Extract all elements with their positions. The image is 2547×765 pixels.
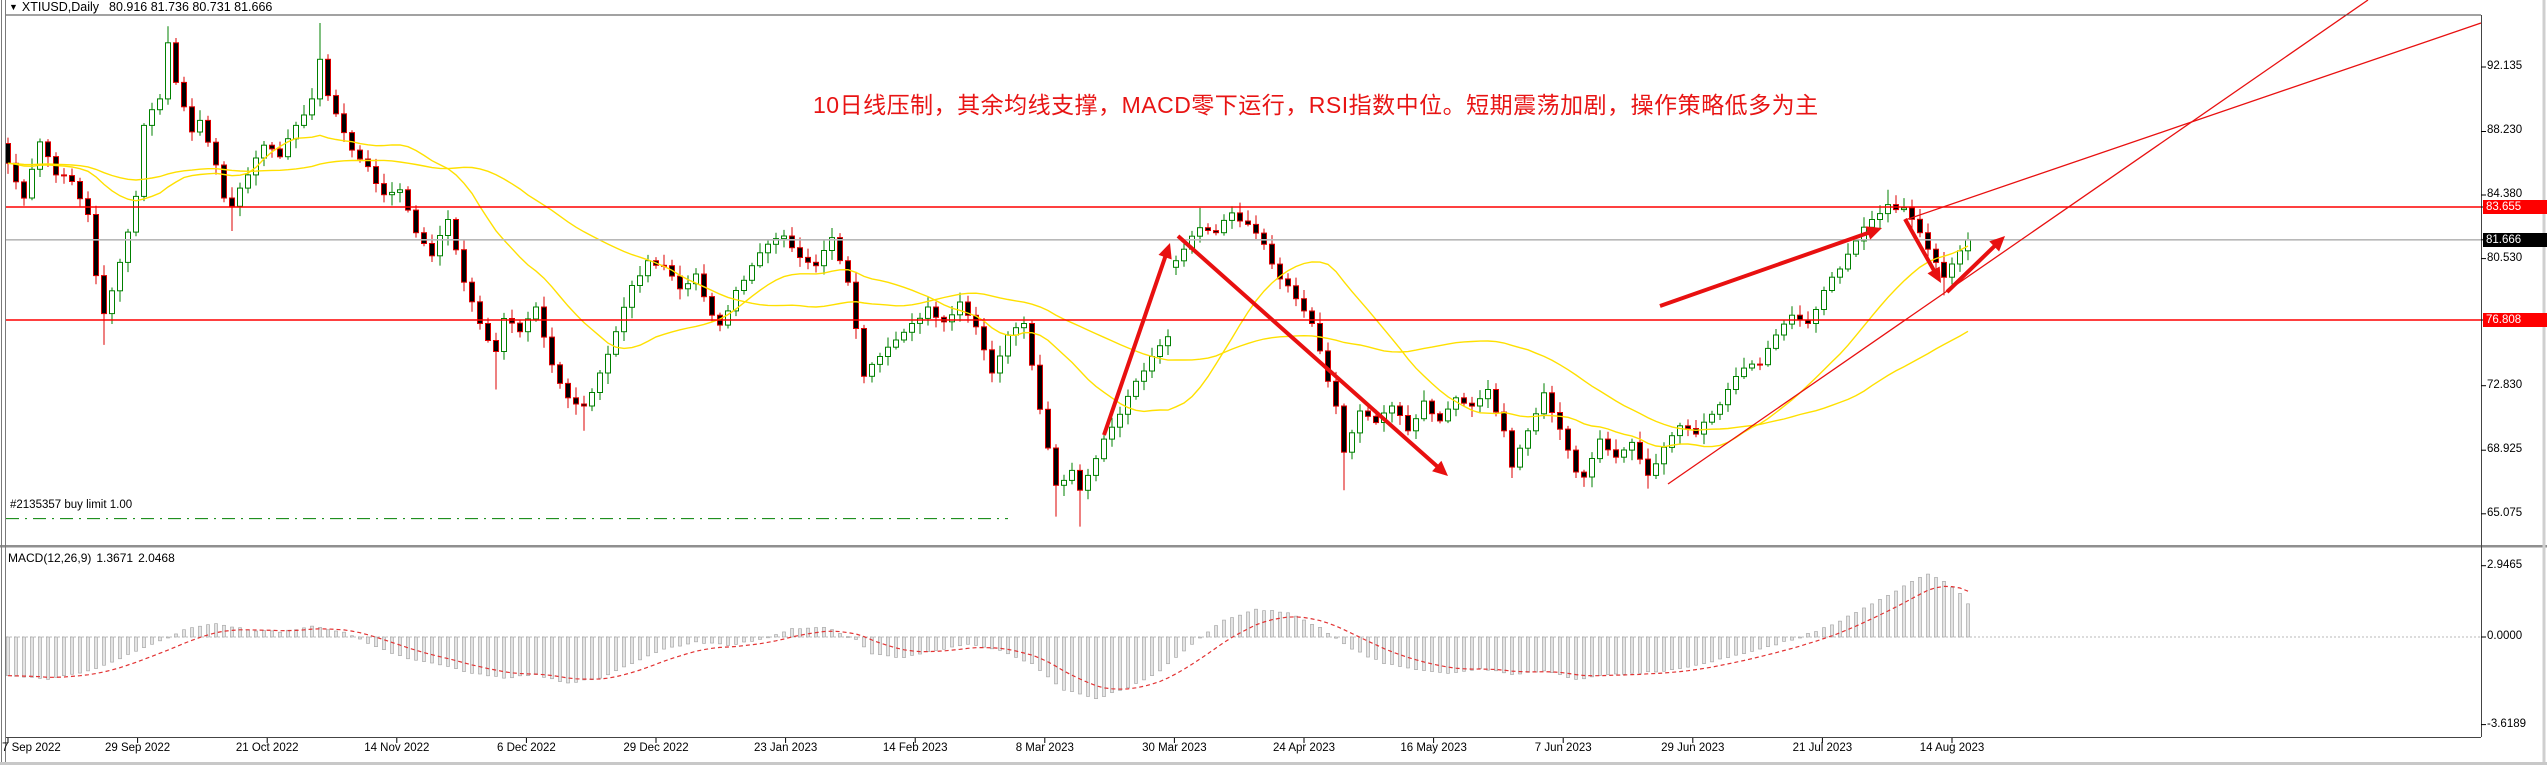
symbol-dropdown-icon[interactable]: ▼ (9, 2, 18, 12)
date-axis-label: 24 Apr 2023 (1272, 742, 1336, 754)
price-axis-label: 68.925 (2487, 443, 2523, 455)
rally-arrow-april-head (1158, 243, 1172, 260)
candlesticks (5, 23, 1971, 527)
date-axis-label: 21 Oct 2022 (235, 742, 299, 754)
analysis-annotation: 10日线压制，其余均线支撑，MACD零下运行，RSI指数中位。短期震荡加剧，操作… (813, 92, 1819, 118)
macd-name: MACD(12,26,9) (8, 551, 92, 565)
symbol-ohlc-header: ▼ XTIUSD,Daily 80.916 81.736 80.731 81.666 (9, 0, 272, 15)
macd-axis-label: -3.6189 (2487, 718, 2527, 730)
price-axis-label: 88.230 (2487, 124, 2523, 136)
price-axis-label: 72.830 (2487, 379, 2523, 391)
pullback-arrow-head (1927, 266, 1941, 283)
date-axis-label: 7 Jun 2023 (1534, 742, 1592, 754)
trend-arrows[interactable] (1102, 218, 2005, 476)
date-axis-label: 21 Jul 2023 (1792, 742, 1853, 754)
pullback-arrow[interactable] (1903, 218, 1937, 274)
bounce-arrow-head (1989, 236, 2005, 252)
date-axis-label: 16 May 2023 (1400, 742, 1467, 754)
price-axis-label: 84.380 (2487, 188, 2523, 200)
date-axis-label: 30 Mar 2023 (1142, 742, 1207, 754)
date-axis-label: 14 Feb 2023 (882, 742, 948, 754)
window-bottom-edge (0, 762, 2547, 765)
rally-arrow-july-head (1865, 226, 1882, 240)
ascending-trendline[interactable] (1667, 0, 2369, 485)
date-axis-label: 14 Nov 2022 (364, 742, 430, 754)
ma-line-20 (7, 134, 1969, 448)
panel-divider[interactable] (0, 545, 2547, 548)
macd-histogram (6, 573, 1970, 700)
symbol-label: XTIUSD,Daily (21, 0, 100, 14)
date-axis-label: 8 Mar 2023 (1015, 742, 1074, 754)
upper-wedge-trendline[interactable] (1904, 22, 2482, 221)
macd-axis-label: 0.0000 (2487, 630, 2523, 642)
level-price-tag: 83.655 (2483, 200, 2547, 214)
bounce-arrow[interactable] (1945, 242, 1998, 294)
level-price-tag: 76.808 (2483, 313, 2547, 327)
price-axis-label: 65.075 (2487, 507, 2523, 519)
decline-arrow-may[interactable] (1176, 234, 1441, 470)
date-axis-label: 29 Jun 2023 (1661, 742, 1725, 754)
rally-arrow-july[interactable] (1659, 230, 1872, 308)
date-axis-label: 14 Aug 2023 (1919, 742, 1985, 754)
date-axis-label: 29 Dec 2022 (623, 742, 689, 754)
macd-indicator-label: MACD(12,26,9) 1.3671 2.0468 (8, 551, 180, 565)
macd-axis-label: 2.9465 (2487, 559, 2523, 571)
price-axis-label: 80.530 (2487, 252, 2523, 264)
current-price-tag: 81.666 (2483, 233, 2547, 247)
decline-arrow-may-head (1432, 460, 1448, 476)
date-axis-label: 23 Jan 2023 (753, 742, 818, 754)
rally-arrow-april[interactable] (1102, 253, 1168, 436)
price-axis-label: 92.135 (2487, 60, 2523, 72)
macd-signal-value: 2.0468 (138, 551, 175, 565)
pending-order-label: #2135357 buy limit 1.00 (10, 499, 133, 511)
ohlc-values: 80.916 81.736 80.731 81.666 (109, 0, 273, 14)
macd-main-value: 1.3671 (96, 551, 134, 565)
date-axis-label: 6 Dec 2022 (496, 742, 556, 754)
date-axis-label: 29 Sep 2022 (104, 742, 171, 754)
macd-signal-line (7, 585, 1969, 690)
ma-line-45 (7, 159, 1969, 432)
date-axis-label: 7 Sep 2022 (2, 742, 61, 754)
